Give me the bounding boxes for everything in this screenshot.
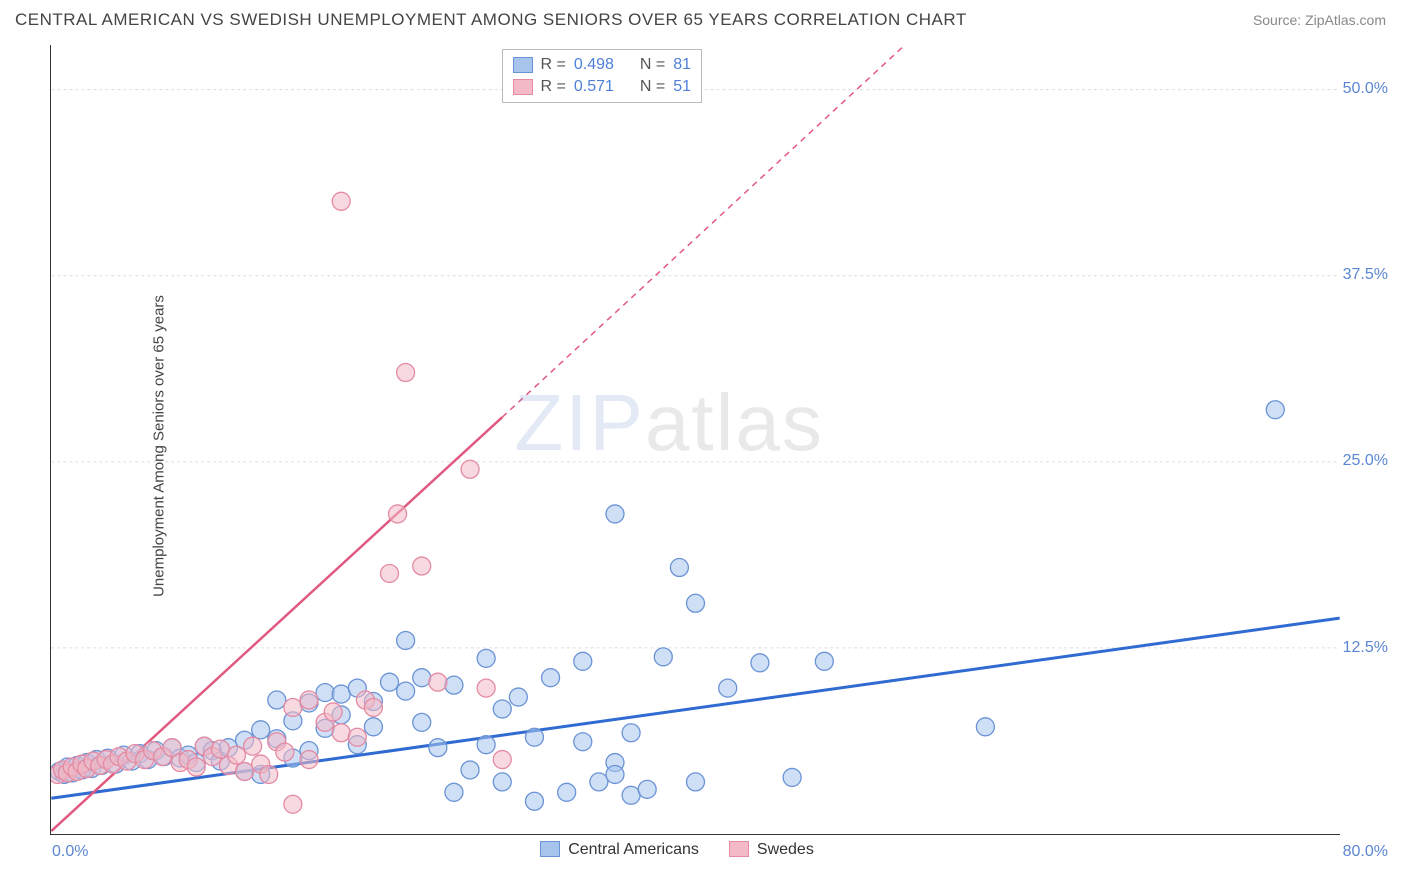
data-point [477,679,495,697]
y-tick-label: 37.5% [1343,266,1388,284]
legend-swatch [513,57,533,73]
data-point [687,773,705,791]
n-label: N = [640,76,665,98]
r-value: 0.571 [574,76,614,98]
data-point [389,505,407,523]
data-point [260,765,278,783]
x-tick-label: 0.0% [52,843,88,861]
n-label: N = [640,54,665,76]
data-point [493,773,511,791]
data-point [332,724,350,742]
data-point [236,762,254,780]
legend-swatch [513,79,533,95]
data-point [364,718,382,736]
data-point [461,460,479,478]
data-point [397,364,415,382]
data-point [525,792,543,810]
legend-label: Swedes [757,841,814,858]
data-point [606,765,624,783]
r-label: R = [541,54,566,76]
legend-item: Swedes [729,841,814,859]
data-point [719,679,737,697]
r-value: 0.498 [574,54,614,76]
legend-row: R = 0.571 N = 51 [513,76,692,98]
data-point [316,684,334,702]
data-point [276,743,294,761]
data-point [364,698,382,716]
data-point [574,733,592,751]
data-point [477,649,495,667]
data-point [976,718,994,736]
data-point [542,669,560,687]
data-point [284,698,302,716]
data-point [187,758,205,776]
correlation-legend: R = 0.498 N = 81 R = 0.571 N = 51 [502,49,703,103]
data-point [381,673,399,691]
data-point [332,685,350,703]
data-point [622,786,640,804]
y-tick-label: 25.0% [1343,452,1388,470]
data-point [687,594,705,612]
data-point [300,751,318,769]
data-point [429,739,447,757]
x-tick-label: 80.0% [1343,843,1388,861]
data-point [381,564,399,582]
data-point [461,761,479,779]
data-point [397,631,415,649]
source-label: Source: ZipAtlas.com [1253,12,1386,28]
legend-swatch [729,841,749,857]
n-value: 51 [673,76,691,98]
data-point [654,648,672,666]
data-point [211,740,229,758]
data-point [268,691,286,709]
scatter-plot [50,45,1340,835]
y-tick-label: 12.5% [1343,639,1388,657]
data-point [622,724,640,742]
series-legend: Central Americans Swedes [540,841,814,859]
data-point [445,783,463,801]
data-point [670,559,688,577]
data-point [300,691,318,709]
data-point [493,700,511,718]
data-point [509,688,527,706]
chart-container: CENTRAL AMERICAN VS SWEDISH UNEMPLOYMENT… [0,0,1406,892]
legend-label: Central Americans [568,841,699,858]
data-point [525,728,543,746]
data-point [574,652,592,670]
data-point [590,773,608,791]
data-point [1266,401,1284,419]
data-point [397,682,415,700]
data-point [493,751,511,769]
data-point [606,505,624,523]
data-point [815,652,833,670]
data-point [477,736,495,754]
data-point [284,795,302,813]
data-point [228,746,246,764]
data-point [244,737,262,755]
data-point [751,654,769,672]
data-point [324,703,342,721]
data-point [783,768,801,786]
source-prefix: Source: [1253,12,1305,28]
data-point [252,721,270,739]
y-tick-label: 50.0% [1343,80,1388,98]
data-point [348,728,366,746]
chart-title: CENTRAL AMERICAN VS SWEDISH UNEMPLOYMENT… [15,10,967,30]
source-link[interactable]: ZipAtlas.com [1305,12,1386,28]
legend-swatch [540,841,560,857]
n-value: 81 [673,54,691,76]
data-point [413,557,431,575]
data-point [332,192,350,210]
data-point [429,673,447,691]
data-point [413,713,431,731]
r-label: R = [541,76,566,98]
data-point [638,780,656,798]
legend-row: R = 0.498 N = 81 [513,54,692,76]
legend-item: Central Americans [540,841,699,859]
data-point [558,783,576,801]
data-point [445,676,463,694]
data-point [413,669,431,687]
